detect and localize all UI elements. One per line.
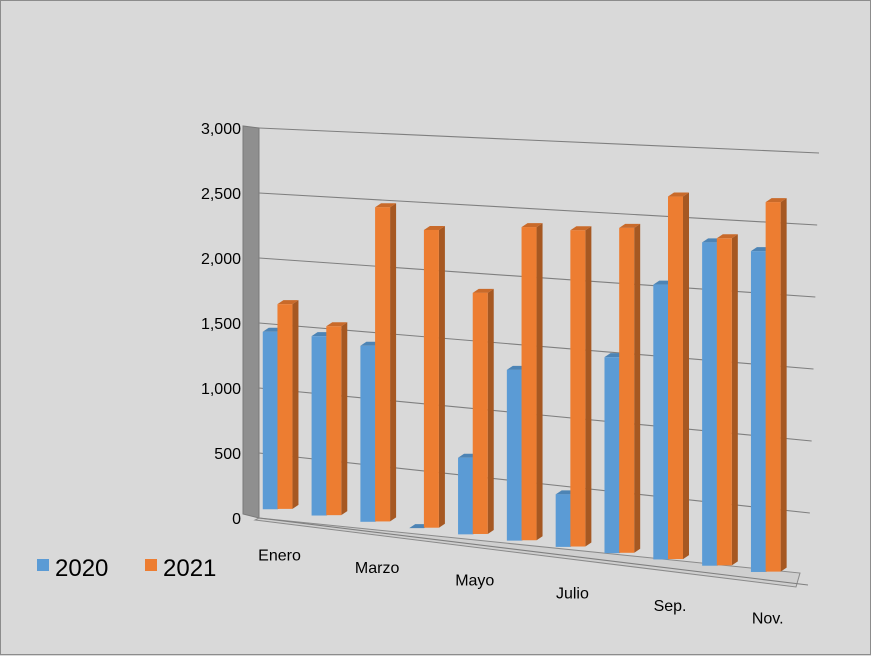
bar-side [438,225,445,528]
bar-side [292,300,299,509]
bar-front [653,284,669,560]
x-tick-label: Sep. [654,598,687,615]
bar-top [375,203,397,208]
bar-2021-junio [521,223,543,541]
bar-top [570,226,592,231]
bar-2021-nov [765,198,787,572]
legend: 2020 2021 [37,555,216,582]
x-tick-label: Nov. [752,610,784,627]
bar-front [506,369,522,541]
bar-side [487,288,494,534]
bar-2021-julio [570,226,592,547]
side-wall [242,125,260,519]
legend-label: 2020 [55,555,108,582]
bar-2021-octubre [716,234,738,566]
bar-front [472,292,488,534]
y-tick-label: 0 [232,511,241,528]
y-tick-label: 1,500 [201,316,241,333]
bar-2021-febrero [326,322,348,516]
bar-top [472,288,494,293]
y-axis-ticks: 0 500 1,000 1,500 2,000 2,500 3,000 [201,121,241,528]
legend-swatch [145,559,157,571]
bar-front [458,457,474,535]
bar-side [780,198,787,572]
bar-top [716,234,738,239]
chart-walls [242,125,801,588]
x-tick-label: Mayo [455,573,494,590]
bar-top [326,322,348,327]
x-tick-label: Marzo [355,560,400,577]
bar-top [619,223,641,228]
bar-front [716,238,732,566]
y-tick-label: 2,000 [201,251,241,268]
bar-2021-mayo [472,288,494,534]
bar-front [604,357,620,554]
gridline [258,517,809,586]
bar-front [619,227,635,553]
bar-front [375,207,391,522]
bar-2021-marzo [375,203,397,522]
x-tick-label: Enero [258,548,301,565]
gridline [258,192,818,226]
bar-2021-abril [423,225,445,528]
bar-2021-sep [668,192,690,560]
bar-front [702,242,718,566]
bar-top [277,300,299,305]
bar-front [423,229,439,528]
bar-front [521,227,537,541]
bar-front [360,345,376,522]
bar-side [683,192,690,560]
bar-2021-agosto [619,223,641,553]
x-tick-label: Julio [556,585,589,602]
bar-side [341,322,348,516]
gridline [258,127,820,154]
legend-swatch [37,559,49,571]
bar-side [585,226,592,547]
y-tick-label: 500 [214,446,241,463]
legend-label: 2021 [163,555,216,582]
bar-top [423,225,445,230]
y-tick-label: 2,500 [201,186,241,203]
bar-front [668,196,684,560]
bar-2021-enero [277,300,299,509]
bar-side [390,203,397,522]
bars [262,192,787,572]
y-tick-label: 3,000 [201,121,241,138]
bar-top [668,192,690,197]
bar-side [536,223,543,541]
bar-front [750,251,766,572]
floor [253,517,801,588]
bar-front [311,336,327,516]
bar-top [765,198,787,203]
bar-side [634,223,641,553]
y-tick-label: 1,000 [201,381,241,398]
bar-front [326,326,342,516]
bar-side [731,234,738,566]
bar-front [555,494,571,547]
bar-front [277,304,293,509]
x-axis-ticks: Enero Marzo Mayo Julio Sep. Nov. [258,548,783,628]
bar-top [521,223,543,228]
bar-front [570,230,586,547]
bar-front [765,202,781,572]
bar-front [262,331,278,510]
